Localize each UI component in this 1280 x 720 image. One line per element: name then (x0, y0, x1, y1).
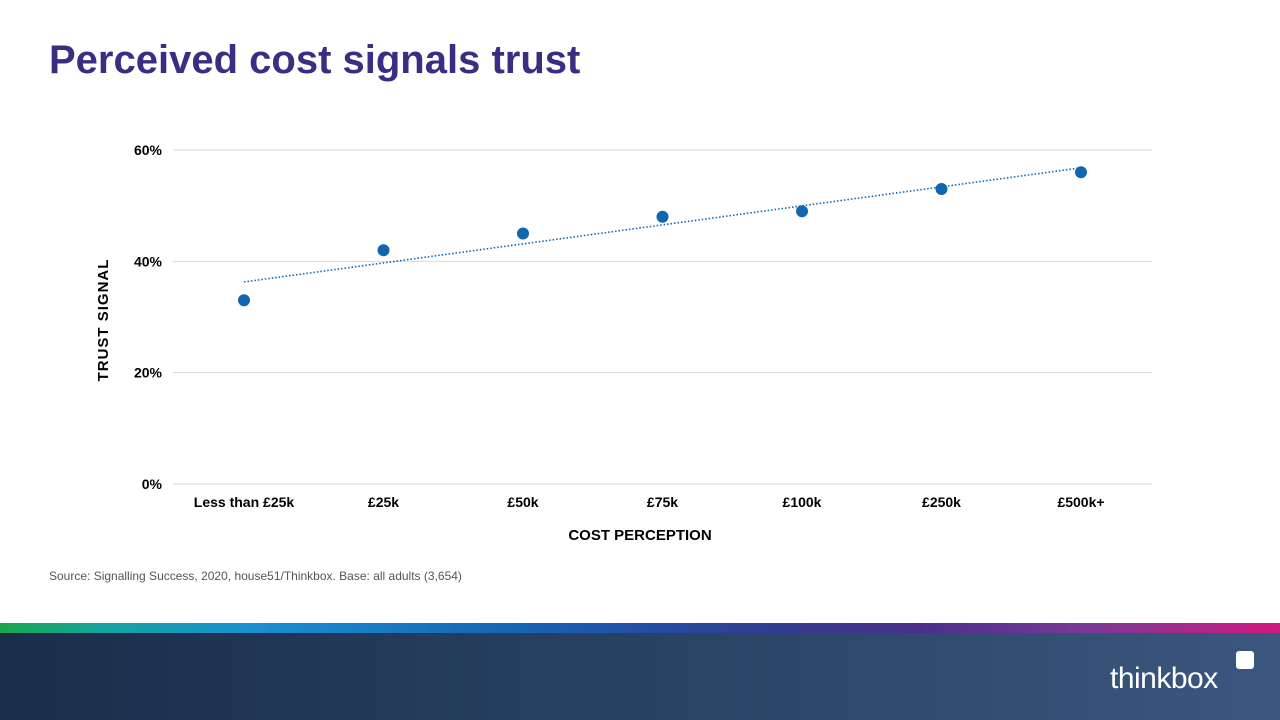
data-point (377, 244, 390, 257)
page-title: Perceived cost signals trust (49, 38, 581, 82)
data-point (796, 205, 808, 218)
y-tick-label: 60% (134, 142, 163, 158)
footer-bar (0, 633, 1280, 720)
x-tick-label: £100k (783, 494, 822, 510)
source-note: Source: Signalling Success, 2020, house5… (49, 569, 462, 583)
data-point (517, 227, 529, 240)
y-tick-label: 20% (134, 365, 163, 381)
thinkbox-logo: thinkbox (1110, 662, 1218, 695)
data-points (238, 166, 1087, 307)
gridlines (173, 149, 1152, 485)
x-axis-ticks: Less than £25k £25k £50k £75k £100k £250k £500… (194, 494, 1105, 510)
x-tick-label: £500k+ (1057, 494, 1104, 510)
logo-square-icon (1236, 651, 1254, 669)
x-axis-title: COST PERCEPTION (568, 527, 711, 544)
scatter-chart: 0% 20% 40% 60% Less than £25k £25k £50k £75k £1… (95, 142, 1152, 544)
y-tick-label: 0% (142, 476, 163, 492)
x-tick-label: Less than £25k (194, 494, 295, 510)
y-axis-ticks: 0% 20% 40% 60% (134, 142, 163, 492)
y-axis-title: TRUST SIGNAL (95, 259, 112, 382)
x-tick-label: £50k (507, 494, 538, 510)
data-point (238, 294, 250, 307)
x-tick-label: £250k (922, 494, 961, 510)
x-tick-label: £75k (647, 494, 678, 510)
data-point (656, 210, 669, 223)
y-tick-label: 40% (134, 253, 163, 269)
x-tick-label: £25k (368, 494, 399, 510)
gradient-band (0, 623, 1280, 633)
data-point (935, 182, 948, 195)
data-point (1075, 166, 1087, 179)
trendline (243, 167, 1082, 283)
